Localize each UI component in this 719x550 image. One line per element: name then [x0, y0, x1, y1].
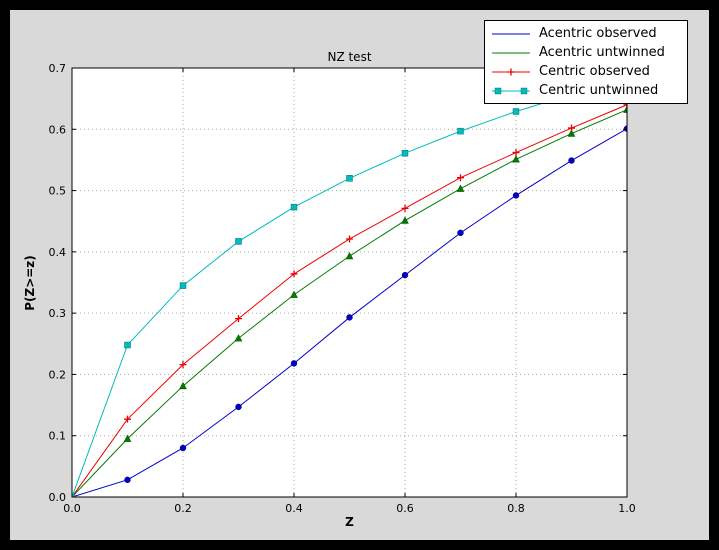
marker-triangle-icon	[512, 155, 520, 163]
marker-square-icon	[290, 203, 298, 211]
marker-circle-icon	[457, 229, 464, 237]
marker-triangle-icon	[345, 251, 354, 260]
plot-area: 0.0 0.2 0.4 0.6 0.8 1.0 0.0 0.1 0.2 0.3 0.4 0.5 0.6 0…	[49, 62, 636, 515]
marker-plus-icon	[507, 68, 515, 75]
marker-plus-icon	[124, 415, 131, 423]
legend-item: Centric observed	[491, 62, 681, 81]
marker-triangle-icon	[234, 334, 243, 342]
legend-item: Acentric untwinned	[491, 43, 681, 62]
marker-square-icon	[72, 493, 76, 497]
marker-plus-icon	[568, 124, 575, 132]
legend-item: Acentric observed	[491, 24, 681, 43]
y-tick-label: 0.6	[49, 123, 67, 136]
y-axis-label: P(Z>=z)	[23, 255, 37, 311]
marker-triangle-icon	[623, 105, 627, 113]
legend-item: Centric untwinned	[491, 81, 681, 100]
chart-title: NZ test	[327, 50, 372, 64]
y-tick-label: 0.7	[49, 62, 67, 75]
marker-square-icon	[235, 238, 242, 245]
legend-label: Centric observed	[539, 64, 650, 79]
marker-square-icon	[124, 341, 131, 349]
x-tick-label: 0.6	[396, 502, 414, 515]
x-axis-label: Z	[345, 515, 354, 529]
legend: Acentric observed Acentric untwinned Centr…	[484, 20, 688, 104]
legend-label: Centric untwinned	[539, 83, 659, 98]
marker-square-icon	[346, 175, 353, 182]
series-group	[72, 75, 627, 497]
legend-label: Acentric observed	[539, 26, 657, 41]
axes-frame	[71, 67, 628, 498]
marker-plus-icon	[235, 315, 242, 323]
marker-plus-icon	[512, 149, 520, 157]
marker-square-icon	[457, 127, 464, 135]
y-tick-label: 0.3	[49, 307, 67, 320]
marker-circle-icon	[346, 314, 353, 321]
marker-square-icon	[179, 282, 187, 289]
marker-triangle-icon	[123, 434, 132, 442]
legend-label: Acentric untwinned	[539, 45, 665, 60]
y-tick-label: 0.1	[49, 430, 67, 443]
marker-plus-icon	[346, 235, 353, 243]
marker-circle-icon	[401, 271, 409, 279]
marker-circle-icon	[623, 125, 627, 132]
marker-plus-icon	[401, 204, 409, 212]
marker-triangle-icon	[456, 184, 465, 192]
plot-background	[72, 68, 627, 497]
marker-circle-icon	[179, 444, 187, 452]
marker-plus-icon	[179, 361, 187, 369]
marker-circle-icon	[124, 476, 131, 484]
marker-square-icon	[520, 87, 528, 94]
legend-sample-line	[492, 52, 530, 53]
marker-plus-icon	[290, 270, 298, 278]
legend-sample-line	[492, 68, 530, 75]
legend-sample-line	[492, 33, 530, 34]
y-tick-label: 0.2	[49, 368, 67, 381]
marker-circle-icon	[235, 403, 242, 411]
figure-canvas: 0.0 0.2 0.4 0.6 0.8 1.0 0.0 0.1 0.2 0.3 0.4 0.5 0.6 0…	[10, 10, 709, 540]
marker-plus-icon	[623, 101, 627, 109]
y-tick-label: 0.0	[49, 491, 67, 504]
legend-sample-line	[492, 87, 530, 94]
marker-square-icon	[401, 149, 409, 157]
x-tick-label: 0.4	[285, 502, 303, 515]
marker-plus-icon	[457, 174, 464, 182]
marker-circle-icon	[290, 360, 298, 367]
x-tick-label: 0.2	[174, 502, 192, 515]
marker-triangle-icon	[401, 216, 409, 224]
marker-triangle-icon	[179, 381, 187, 390]
x-tick-label: 0.0	[63, 502, 81, 515]
marker-circle-icon	[512, 192, 520, 199]
x-tick-label: 1.0	[618, 502, 636, 515]
y-tick-label: 0.5	[49, 185, 67, 198]
marker-triangle-icon	[290, 290, 298, 298]
marker-triangle-icon	[567, 129, 576, 137]
marker-square-icon	[494, 87, 502, 94]
marker-circle-icon	[568, 157, 575, 164]
marker-square-icon	[512, 108, 520, 115]
x-tick-label: 0.8	[507, 502, 525, 515]
y-tick-label: 0.4	[49, 246, 67, 259]
